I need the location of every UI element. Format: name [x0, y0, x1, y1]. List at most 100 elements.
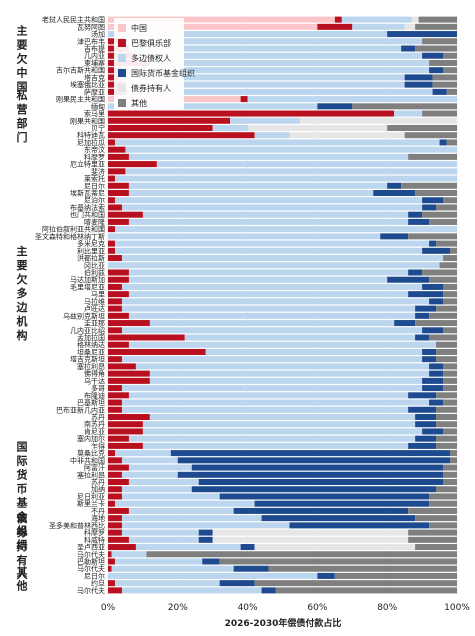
bar-segment	[443, 399, 457, 406]
bar-segment	[121, 38, 423, 45]
bar-segment	[240, 96, 248, 103]
bar-segment	[422, 197, 444, 204]
group-label-char: 人	[17, 567, 29, 581]
bar-segment	[125, 168, 457, 175]
category-label: 贝宁	[91, 123, 105, 132]
bar-segment	[128, 507, 234, 514]
category-label: 马尔代夫	[77, 586, 105, 595]
legend-box	[114, 18, 184, 110]
bar-segment	[114, 197, 423, 204]
bar-segment	[128, 276, 388, 283]
bar-segment	[219, 558, 457, 565]
bar-segment	[108, 146, 126, 153]
category-label: 斐济	[91, 167, 105, 176]
bar-segment	[114, 226, 457, 233]
bar-segment	[422, 348, 437, 355]
bar-segment	[108, 356, 122, 363]
bar-segment	[149, 59, 430, 66]
category-label: 不丹	[91, 507, 105, 515]
bar-segment	[108, 218, 129, 225]
category-label: 圣文森特和格林纳丁斯	[35, 232, 105, 241]
group-label-char: 要	[17, 259, 28, 272]
bar-segment	[275, 587, 457, 594]
category-label: 毛里塔尼亚	[70, 282, 105, 291]
bar-segment	[108, 421, 143, 428]
group-label-char: 欠	[17, 272, 29, 286]
category-label: 几内亚比绍	[70, 326, 105, 335]
bar-segment	[422, 110, 457, 117]
bar-segment	[108, 558, 115, 565]
bar-segment	[121, 305, 416, 312]
bar-segment	[114, 139, 440, 146]
legend-label: 多边债权人	[131, 53, 171, 63]
category-label: 乍得	[91, 441, 105, 450]
bar-segment	[142, 421, 416, 428]
bar-segment	[352, 103, 457, 110]
bar-segment	[450, 247, 457, 254]
bar-segment	[108, 399, 122, 406]
bar-segment	[108, 363, 136, 370]
group-label-char: 际	[17, 453, 28, 467]
category-label: 阿富汗	[84, 463, 105, 472]
x-tick-label: 40%	[238, 603, 258, 613]
bar-segment	[135, 544, 241, 551]
bar-segment	[443, 255, 457, 262]
bar-segment	[108, 450, 115, 457]
bar-segment	[429, 276, 457, 283]
bar-segment	[219, 580, 255, 587]
bar-segment	[121, 67, 430, 74]
bar-segment	[108, 175, 115, 182]
bar-segment	[387, 182, 402, 189]
bar-segment	[108, 377, 150, 384]
bar-segment	[121, 587, 262, 594]
bar-segment	[108, 211, 143, 218]
bar-segment	[429, 363, 444, 370]
bar-segment	[261, 587, 276, 594]
bar-segment	[191, 464, 444, 471]
bar-segment	[415, 23, 457, 30]
bar-segment	[121, 204, 423, 211]
bar-segment	[415, 320, 457, 327]
bar-segment	[408, 536, 457, 543]
bar-segment	[415, 515, 457, 522]
legend-swatch	[118, 39, 126, 47]
bar-segment	[121, 255, 444, 262]
group-label-char: 金	[16, 509, 29, 523]
category-label: 马尔代夫	[77, 564, 105, 573]
category-label: 苏丹	[91, 412, 105, 421]
group-label-char: 币	[17, 482, 28, 495]
bar-segment	[443, 298, 457, 305]
category-label: 莫桑比克	[77, 449, 105, 458]
bar-segment	[128, 435, 416, 442]
bar-segment	[121, 493, 220, 500]
group-label-char: 欠	[17, 51, 29, 65]
bar-segment	[408, 218, 430, 225]
bar-segment	[254, 132, 290, 139]
category-label: 塞拉利昂	[77, 470, 105, 479]
category-label: 厄立特里亚	[70, 160, 105, 169]
category-label: 汤加	[91, 30, 105, 39]
bar-segment	[128, 218, 409, 225]
bar-segment	[142, 442, 409, 449]
bar-segment	[108, 305, 122, 312]
bar-segment	[114, 558, 203, 565]
bar-segment	[184, 334, 416, 341]
bar-segment	[142, 428, 423, 435]
x-axis-label: 2026-2030年偿债付款占比	[225, 617, 342, 629]
category-label: 柬埔寨	[84, 58, 105, 67]
bar-segment	[108, 247, 115, 254]
bar-segment	[408, 406, 437, 413]
bar-segment	[135, 52, 423, 59]
category-label: 刚果共和国	[70, 116, 105, 125]
bar-segment	[408, 529, 457, 536]
bar-segment	[108, 348, 206, 355]
category-label: 圭亚那	[84, 319, 105, 328]
x-tick-label: 100%	[444, 603, 470, 613]
group-label-char: 组	[17, 523, 28, 537]
bar-segment	[128, 153, 409, 160]
category-label: 布基纳法索	[70, 203, 105, 212]
bar-segment	[108, 74, 119, 81]
x-tick-label: 0%	[101, 603, 116, 613]
bar-segment	[422, 385, 444, 392]
